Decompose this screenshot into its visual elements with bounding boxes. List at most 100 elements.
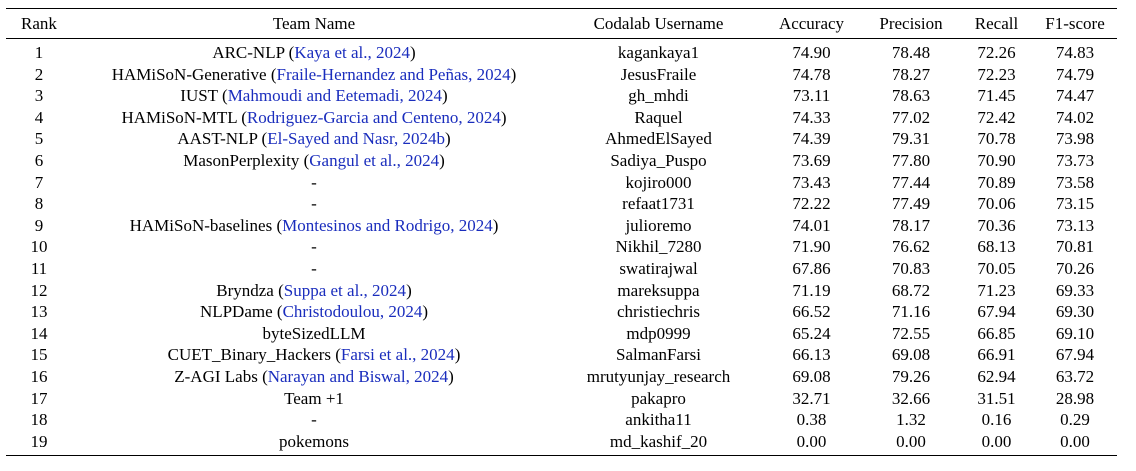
precision-cell: 78.63	[891, 86, 931, 106]
citation-link[interactable]: Gangul et al., 2024	[309, 150, 440, 170]
codalab-username-cell: ankitha11	[625, 410, 692, 430]
rank-cell: 8	[34, 194, 44, 214]
codalab-username-cell: refaat1731	[622, 194, 695, 214]
accuracy-cell: 66.52	[792, 302, 831, 322]
codalab-username-cell: mdp0999	[626, 323, 691, 343]
recall-cell: 70.78	[977, 129, 1016, 149]
recall-cell: 0.16	[981, 410, 1012, 430]
codalab-username-cell: Raquel	[634, 107, 683, 127]
f1-score-cell: 73.73	[1055, 150, 1095, 170]
table-row: 8 - refaat1731 72.22 77.49 70.06 73.15	[6, 193, 1117, 215]
table-row: 12 Bryndza (Suppa et al., 2024) mareksuppa…	[6, 280, 1117, 302]
accuracy-cell: 74.90	[792, 43, 831, 62]
team-name: ARC-NLP	[212, 43, 285, 62]
accuracy-cell: 74.01	[792, 215, 831, 235]
header-row: Rank Team Name Codalab Username Accuracy…	[6, 8, 1117, 39]
team-name: byteSizedLLM	[262, 323, 366, 343]
recall-cell: 70.89	[977, 172, 1016, 192]
citation-link[interactable]: Kaya et al., 2024	[294, 43, 410, 62]
accuracy-cell: 32.71	[792, 388, 831, 408]
table-row: 2 HAMiSoN-Generative (Fraile-Hernandez an…	[6, 64, 1117, 86]
rank-cell: 14	[30, 323, 48, 343]
table-row: 11 - swatirajwal 67.86 70.83 70.05 70.26	[6, 258, 1117, 280]
citation-link[interactable]: Farsi et al., 2024	[340, 345, 455, 365]
header-codalab-username: Codalab Username	[556, 8, 761, 39]
rank-cell: 6	[34, 150, 44, 170]
team-name-cell: byteSizedLLM	[72, 323, 556, 345]
precision-cell: 72.55	[891, 323, 931, 343]
team-name-cell: HAMiSoN-baselines (Montesinos and Rodrig…	[129, 215, 499, 235]
accuracy-cell: 72.22	[792, 194, 831, 214]
codalab-username-cell: kojiro000	[625, 172, 692, 192]
team-name: -	[311, 172, 317, 192]
citation-link[interactable]: Mahmoudi and Eetemadi, 2024	[227, 86, 443, 106]
team-name-cell: -	[72, 409, 556, 431]
rank-cell: 11	[30, 258, 48, 278]
precision-cell: 79.31	[891, 129, 931, 149]
citation-link[interactable]: Suppa et al., 2024	[283, 280, 407, 300]
table-row: 1 ARC-NLP (Kaya et al., 2024) kagankaya1 74…	[6, 39, 1117, 64]
recall-cell: 72.23	[977, 64, 1016, 84]
citation-link[interactable]: Christodoulou, 2024	[282, 302, 423, 322]
citation-link[interactable]: El-Sayed and Nasr, 2024b	[267, 129, 445, 149]
f1-score-cell: 73.98	[1055, 129, 1095, 149]
recall-cell: 72.42	[977, 107, 1016, 127]
codalab-username-cell: JesusFraile	[620, 64, 697, 84]
rank-cell: 7	[34, 172, 44, 192]
table-row: 4 HAMiSoN-MTL (Rodriguez-Garcia and Cente…	[6, 107, 1117, 129]
precision-cell: 68.72	[891, 280, 931, 300]
rank-cell: 18	[30, 410, 48, 430]
f1-score-cell: 70.81	[1055, 237, 1095, 257]
recall-cell: 70.90	[977, 150, 1016, 170]
header-rank: Rank	[6, 8, 72, 39]
precision-cell: 32.66	[891, 388, 931, 408]
codalab-username-cell: AhmedElSayed	[605, 129, 712, 149]
team-name: HAMiSoN-baselines	[129, 215, 273, 235]
f1-score-cell: 0.29	[1060, 410, 1090, 430]
rank-cell: 10	[30, 237, 48, 257]
team-name: Team +1	[284, 388, 344, 408]
codalab-username-cell: mrutyunjay_research	[586, 366, 731, 386]
accuracy-cell: 0.00	[761, 430, 862, 457]
team-name-cell: -	[72, 172, 556, 194]
codalab-username-cell: Nikhil_7280	[615, 237, 702, 257]
recall-cell: 66.91	[977, 345, 1016, 365]
citation-link[interactable]: Narayan and Biswal, 2024	[267, 366, 449, 386]
team-name-cell: HAMiSoN-MTL (Rodriguez-Garcia and Centen…	[121, 107, 507, 127]
precision-cell: 70.83	[891, 258, 931, 278]
f1-score-cell: 67.94	[1055, 345, 1095, 365]
header-f1-score: F1-score	[1033, 8, 1117, 39]
accuracy-cell: 66.13	[792, 345, 831, 365]
team-name-cell: IUST (Mahmoudi and Eetemadi, 2024)	[180, 86, 448, 106]
precision-cell: 78.17	[891, 215, 931, 235]
f1-score-cell: 69.30	[1055, 302, 1095, 322]
codalab-username-cell: kagankaya1	[617, 43, 700, 62]
f1-score-cell: 73.15	[1055, 194, 1095, 214]
accuracy-cell: 0.38	[796, 410, 827, 430]
f1-score-cell: 69.33	[1055, 280, 1095, 300]
f1-score-cell: 69.10	[1055, 323, 1095, 343]
team-name-cell: MasonPerplexity (Gangul et al., 2024)	[183, 150, 445, 170]
recall-cell: 71.23	[977, 280, 1016, 300]
precision-cell: 77.44	[891, 172, 931, 192]
rank-cell: 2	[34, 64, 44, 84]
recall-cell: 68.13	[977, 237, 1016, 257]
citation-link[interactable]: Rodriguez-Garcia and Centeno, 2024	[246, 107, 501, 127]
precision-cell: 0.00	[862, 430, 960, 457]
codalab-username-cell: mareksuppa	[617, 280, 700, 300]
citation-link[interactable]: Montesinos and Rodrigo, 2024	[282, 215, 493, 235]
codalab-username-cell: Sadiya_Puspo	[610, 150, 707, 170]
recall-cell: 67.94	[977, 302, 1016, 322]
codalab-username-cell: gh_mhdi	[628, 86, 689, 106]
accuracy-cell: 73.43	[792, 172, 831, 192]
f1-score-cell: 73.13	[1055, 215, 1095, 235]
results-table: Rank Team Name Codalab Username Accuracy…	[6, 8, 1117, 457]
recall-cell: 62.94	[977, 366, 1016, 386]
f1-score-cell: 74.79	[1055, 64, 1095, 84]
table-row: 3 IUST (Mahmoudi and Eetemadi, 2024) gh_mh…	[6, 85, 1117, 107]
team-name: Z-AGI Labs	[174, 366, 258, 386]
f1-score-cell: 28.98	[1055, 388, 1095, 408]
team-name-cell: -	[72, 193, 556, 215]
precision-cell: 69.08	[891, 345, 931, 365]
citation-link[interactable]: Fraile-Hernandez and Peñas, 2024	[276, 64, 511, 84]
